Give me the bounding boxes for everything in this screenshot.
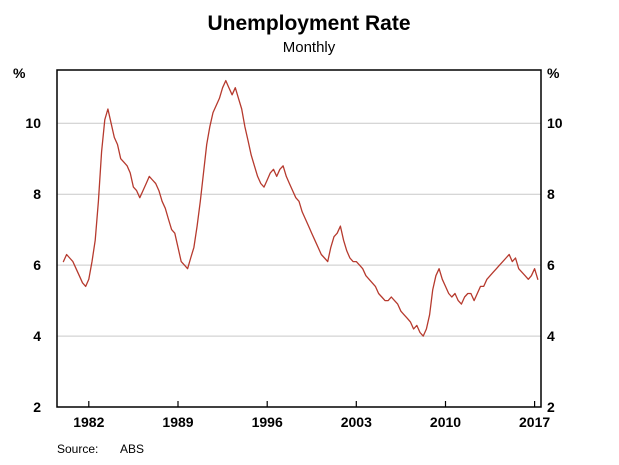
y-tick-label-left: 10: [25, 115, 41, 131]
y-tick-label-right: 4: [547, 328, 555, 344]
unemployment-series-line: [62, 79, 539, 337]
x-tick-label: 1982: [73, 414, 104, 430]
x-axis-labels: 1982 1989 1996 2003 2010 2017: [73, 414, 550, 430]
x-axis-ticks: [88, 401, 536, 407]
x-tick-label: 1996: [252, 414, 283, 430]
source-label: Source:: [57, 442, 98, 456]
x-tick-label: 1989: [162, 414, 193, 430]
x-tick-label: 2003: [341, 414, 372, 430]
y-tick-label-left: 6: [33, 257, 41, 273]
gridlines: [57, 122, 541, 337]
y-tick-label-right: 6: [547, 257, 555, 273]
x-tick-label: 2010: [430, 414, 461, 430]
x-tick-label: 2017: [519, 414, 550, 430]
y-tick-label-left: 8: [33, 186, 41, 202]
y-axis-labels-left: 2 4 6 8 10: [25, 115, 41, 415]
y-tick-label-left: 4: [33, 328, 41, 344]
y-axis-unit-right: %: [547, 65, 560, 81]
y-tick-label-right: 10: [547, 115, 563, 131]
y-tick-label-left: 2: [33, 399, 41, 415]
chart-subtitle: Monthly: [283, 39, 336, 56]
y-tick-label-right: 2: [547, 399, 555, 415]
plot-border: [56, 69, 542, 408]
chart-title: Unemployment Rate: [207, 12, 410, 35]
source-value: ABS: [120, 442, 144, 456]
y-axis-labels-right: 2 4 6 8 10: [547, 115, 563, 415]
y-axis-unit-left: %: [13, 65, 26, 81]
y-tick-label-right: 8: [547, 186, 555, 202]
